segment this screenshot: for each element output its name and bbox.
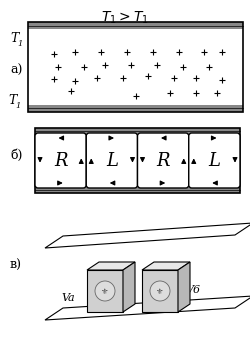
Text: б): б) <box>10 148 22 161</box>
FancyBboxPatch shape <box>35 133 86 188</box>
Text: a): a) <box>10 63 22 77</box>
Text: 1: 1 <box>17 40 22 48</box>
Bar <box>87 270 123 312</box>
Text: $T_1 > T_1$: $T_1 > T_1$ <box>101 10 149 26</box>
Text: Va: Va <box>62 293 75 303</box>
Text: L: L <box>208 152 220 169</box>
Text: 1: 1 <box>15 102 20 110</box>
FancyBboxPatch shape <box>86 133 138 188</box>
Text: R: R <box>156 152 170 169</box>
Text: T: T <box>8 93 16 106</box>
Bar <box>28 29 243 105</box>
FancyBboxPatch shape <box>138 133 189 188</box>
Text: R: R <box>54 152 68 169</box>
Text: ⚜: ⚜ <box>156 287 164 295</box>
Polygon shape <box>123 262 135 312</box>
Polygon shape <box>45 223 250 248</box>
Text: V6: V6 <box>185 285 200 295</box>
Polygon shape <box>178 262 190 312</box>
Text: L: L <box>106 152 118 169</box>
Circle shape <box>150 281 170 301</box>
FancyBboxPatch shape <box>189 133 240 188</box>
Bar <box>35 187 240 193</box>
Polygon shape <box>45 296 250 320</box>
Bar <box>35 128 240 134</box>
Text: в): в) <box>10 259 22 272</box>
Bar <box>28 22 243 112</box>
Bar <box>142 270 178 312</box>
Text: ⚜: ⚜ <box>101 287 109 295</box>
Bar <box>28 105 243 112</box>
Polygon shape <box>87 262 135 270</box>
Text: T: T <box>10 32 18 44</box>
Circle shape <box>95 281 115 301</box>
Polygon shape <box>142 262 190 270</box>
Bar <box>35 134 240 187</box>
Bar <box>28 22 243 29</box>
Bar <box>35 128 240 193</box>
